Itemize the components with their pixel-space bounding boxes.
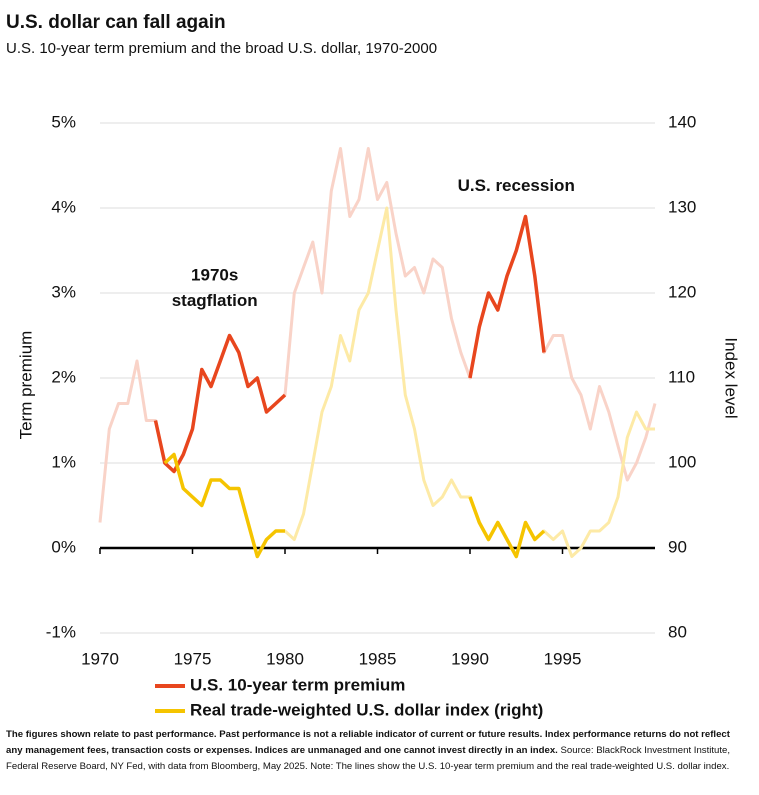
chart-title: U.S. dollar can fall again: [6, 12, 226, 33]
x-tick-label: 1970: [81, 649, 119, 668]
annotation: U.S. recession: [458, 176, 575, 195]
line-faded: [163, 206, 655, 558]
footnote-source: Source: BlackRock Investment Institute, …: [6, 745, 731, 772]
footnote: The figures shown relate to past perform…: [6, 727, 746, 775]
line-highlight: [163, 452, 285, 559]
footnote-bold: The figures shown relate to past perform…: [6, 729, 730, 756]
y-tick-label: 2%: [51, 367, 76, 386]
y-tick-label: 0%: [51, 537, 76, 556]
line-highlight: [468, 214, 546, 379]
y-tick-label: 5%: [51, 112, 76, 131]
y2-tick-label: 120: [668, 282, 696, 301]
y-tick-label: 4%: [51, 197, 76, 216]
y2-tick-label: 90: [668, 537, 687, 556]
x-tick-label: 1985: [359, 649, 397, 668]
y-tick-label: 1%: [51, 452, 76, 471]
chart-subtitle: U.S. 10-year term premium and the broad …: [6, 40, 437, 57]
x-tick-label: 1980: [266, 649, 304, 668]
chart: U.S. dollar can fall again U.S. 10-year …: [6, 12, 741, 719]
x-tick-label: 1995: [544, 649, 582, 668]
annotation: stagflation: [172, 291, 258, 310]
x-tick-label: 1975: [174, 649, 212, 668]
x-tick-label: 1990: [451, 649, 489, 668]
y2-tick-label: 100: [668, 452, 696, 471]
line-faded: [98, 147, 657, 523]
y2-tick-label: 80: [668, 622, 687, 641]
legend-label: Real trade-weighted U.S. dollar index (r…: [190, 700, 543, 719]
legend-label: U.S. 10-year term premium: [190, 675, 405, 694]
annotation: 1970s: [191, 265, 238, 284]
y2-axis-title: Index level: [722, 337, 741, 418]
y2-tick-label: 130: [668, 197, 696, 216]
y-tick-label: -1%: [46, 622, 76, 641]
line-highlight: [468, 496, 546, 559]
y-tick-label: 3%: [51, 282, 76, 301]
line-highlight: [153, 333, 287, 474]
y2-tick-label: 110: [668, 367, 695, 386]
y-axis-title: Term premium: [16, 331, 35, 440]
y2-tick-label: 140: [668, 112, 696, 131]
